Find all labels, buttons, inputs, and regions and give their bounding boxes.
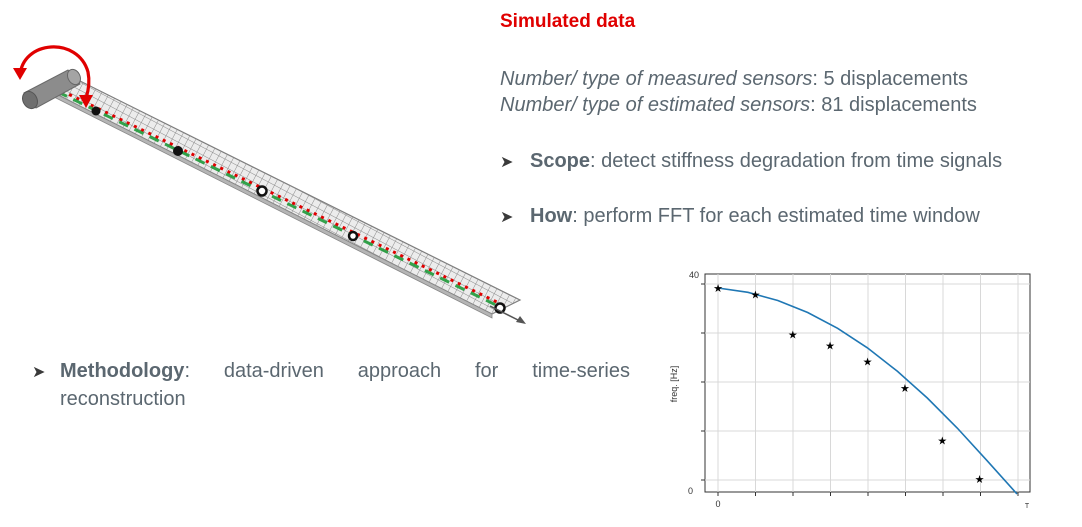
estimated-sensor-path — [61, 89, 506, 308]
methodology-word: approach — [357, 360, 442, 382]
scope-key: Scope — [530, 150, 591, 172]
measured-sensors-label: Number/ type of measured sensors — [500, 68, 813, 90]
methodology-word: data-driven — [223, 360, 324, 382]
rotation-arrow-icon — [13, 45, 93, 108]
sensor-marker — [91, 106, 101, 116]
data-point-star: ★ — [750, 290, 760, 302]
data-point-star: ★ — [975, 474, 985, 486]
data-point-star: ★ — [937, 436, 947, 448]
how-text: : perform FFT for each estimated time wi… — [572, 205, 980, 227]
how-key: How — [530, 205, 573, 227]
sensor-marker — [256, 185, 268, 197]
measured-sensor-path — [57, 90, 501, 309]
x-tick-label: T — [1025, 503, 1030, 510]
y-axis-label: freq. [Hz] — [669, 366, 679, 403]
measured-sensors-value: : 5 displacements — [812, 68, 969, 90]
chart-ticks — [701, 283, 1019, 496]
how-bullet: ➤ How: perform FFT for each estimated tim… — [500, 205, 980, 228]
chart-grid — [705, 274, 1030, 492]
data-point-star: ★ — [713, 283, 723, 295]
arrowhead-bullet-icon: ➤ — [500, 154, 514, 171]
data-point-star: ★ — [900, 383, 910, 395]
methodology-word: time-series — [532, 360, 630, 382]
data-point-star: ★ — [863, 357, 873, 369]
y-tick-label: 0 — [688, 486, 693, 496]
beam-mesh-illustration — [13, 45, 526, 324]
methodology-key: Methodology — [60, 360, 185, 382]
estimated-sensors-value: : 81 displacements — [810, 94, 977, 116]
scope-bullet: ➤ Scope: detect stiffness degradation fro… — [500, 150, 1002, 173]
x-tick-label: 0 — [715, 499, 720, 509]
axis-arrow-icon — [489, 305, 526, 324]
measured-sensors-line: Number/ type of measured sensors: 5 disp… — [500, 66, 968, 92]
frequency-chart: 40 0 0 T freq. [Hz] ★ ★ ★ ★ ★ ★ ★ ★ — [669, 270, 1031, 510]
estimated-sensors-line: Number/ type of estimated sensors: 81 di… — [500, 92, 977, 118]
scope-text: : detect stiffness degradation from time… — [590, 150, 1003, 172]
methodology-word: : — [184, 360, 190, 382]
estimated-sensors-label: Number/ type of estimated sensors — [500, 94, 811, 116]
methodology-line2: reconstruction — [60, 388, 186, 410]
methodology-bullet: ➤ Methodology: data-driven approach for t… — [32, 358, 630, 413]
sensor-marker — [347, 230, 359, 242]
arrowhead-bullet-icon: ➤ — [500, 209, 514, 226]
data-point-star: ★ — [788, 329, 798, 341]
section-title: Simulated data — [500, 11, 636, 32]
data-point-star: ★ — [825, 341, 835, 353]
cylinder-support — [22, 68, 81, 110]
arrowhead-bullet-icon: ➤ — [32, 364, 46, 381]
fit-curve — [717, 287, 1018, 495]
y-tick-label: 40 — [689, 270, 699, 280]
chart-series: ★ ★ ★ ★ ★ ★ ★ ★ — [713, 283, 1018, 495]
sensor-marker — [173, 146, 183, 156]
methodology-word: for — [475, 360, 499, 382]
